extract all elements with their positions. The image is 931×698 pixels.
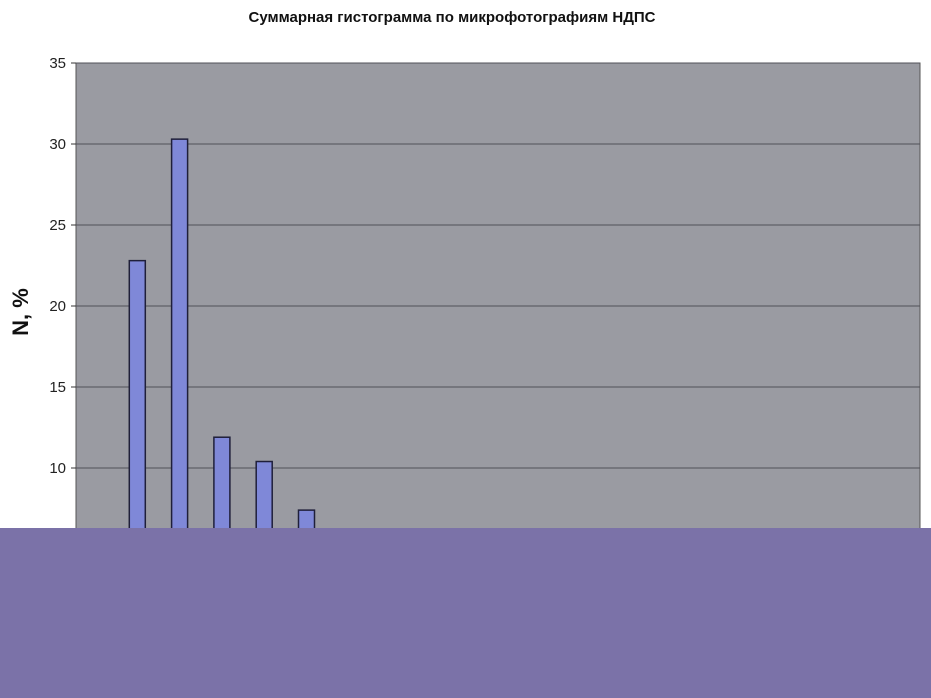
y-tick-label-4: 20 [49, 298, 66, 315]
overlay-panel [0, 528, 931, 698]
chart-title: Суммарная гистограмма по микрофотография… [249, 9, 656, 26]
y-tick-label-5: 25 [49, 217, 66, 234]
y-tick-label-6: 30 [49, 136, 66, 153]
y-tick-label-3: 15 [49, 379, 66, 396]
y-axis-label: N, % [8, 288, 33, 336]
y-tick-label-7: 35 [49, 55, 66, 72]
y-tick-label-2: 10 [49, 460, 66, 477]
